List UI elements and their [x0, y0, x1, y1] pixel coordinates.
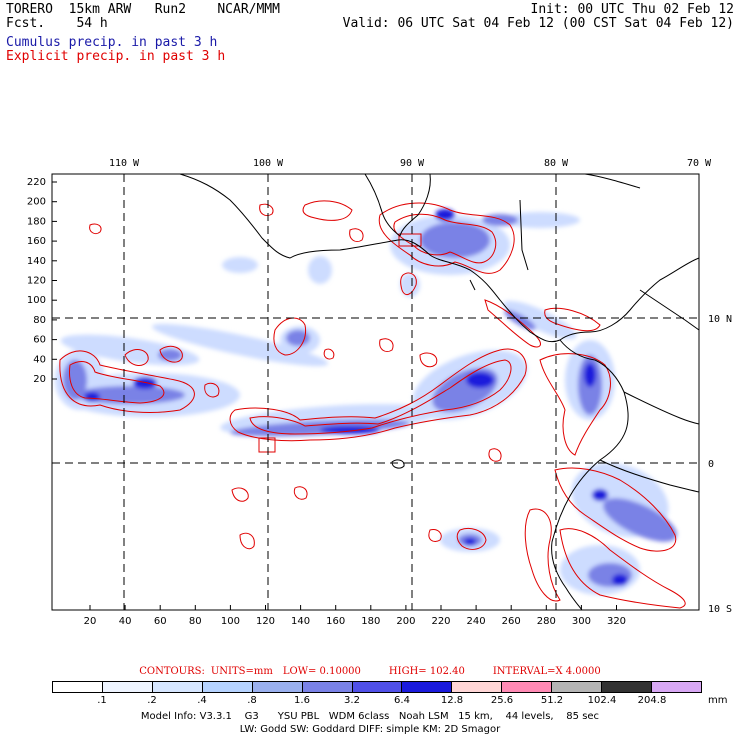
lat-labels: 10 N 0 10 S — [708, 314, 732, 615]
y-grid-label: 20 — [33, 374, 46, 385]
lon-label-70w: 70 W — [687, 158, 712, 169]
y-grid-label: 100 — [27, 295, 46, 306]
colorbar-label: .4 — [197, 695, 207, 706]
colorbar-cell — [152, 682, 203, 692]
header-model-run: TORERO 15km ARW Run2 NCAR/MMM — [6, 3, 280, 17]
legend-cumulus: Cumulus precip. in past 3 h — [6, 35, 218, 50]
legend-explicit: Explicit precip. in past 3 h — [6, 49, 226, 64]
colorbar-label: 12.8 — [440, 695, 464, 706]
x-grid-label: 60 — [154, 616, 167, 627]
valid-time: Valid: 06 UTC Sat 04 Feb 12 (00 CST Sat … — [342, 16, 734, 31]
x-grid-labels: 20 40 60 80 100 120 140 160 180 200 220 240 260 280 30… — [84, 616, 626, 627]
y-grid-label: 160 — [27, 236, 46, 247]
x-grid-label: 220 — [431, 616, 450, 627]
cumulus-precip-field — [55, 209, 677, 595]
y-grid-label: 80 — [33, 315, 46, 326]
colorbar-cell — [502, 682, 553, 692]
lat-lon-grid — [52, 174, 699, 610]
x-grid-label: 40 — [119, 616, 132, 627]
colorbar — [52, 681, 702, 693]
contours-units: UNITS=mm — [210, 666, 273, 677]
x-grid-label: 160 — [326, 616, 345, 627]
x-grid-label: 140 — [291, 616, 310, 627]
x-grid-label: 20 — [84, 616, 97, 627]
colorbar-label: 102.4 — [587, 695, 617, 706]
x-grid-label: 120 — [256, 616, 275, 627]
coastlines — [179, 173, 700, 611]
run-name: Run2 — [154, 2, 187, 17]
lon-label-80w: 80 W — [544, 158, 569, 169]
model-info: Model Info: V3.3.1 G3 YSU PBL WDM 6class… — [140, 711, 600, 722]
x-grid-label: 280 — [537, 616, 556, 627]
x-grid-label: 100 — [221, 616, 240, 627]
x-grid-label: 240 — [467, 616, 486, 627]
lon-labels: 110 W 100 W 90 W 80 W 70 W — [109, 158, 712, 169]
colorbar-label: .8 — [247, 695, 257, 706]
lon-label-110w: 110 W — [109, 158, 140, 169]
colorbar-label: 51.2 — [540, 695, 564, 706]
fcst-label: Fcst. — [6, 16, 46, 31]
axis-ticks — [52, 181, 617, 610]
colorbar-cell — [552, 682, 603, 692]
x-grid-label: 180 — [361, 616, 380, 627]
y-grid-label: 40 — [33, 354, 46, 365]
map-frame — [51, 173, 700, 611]
colorbar-label: 6.4 — [394, 695, 410, 706]
colorbar-cell — [202, 682, 253, 692]
y-grid-label: 120 — [27, 276, 46, 287]
colorbar-cell — [602, 682, 653, 692]
lat-label-0: 0 — [708, 459, 714, 470]
colorbar-cell — [652, 682, 701, 692]
y-grid-label: 200 — [27, 197, 46, 208]
model-name: TORERO 15km ARW — [6, 2, 132, 17]
fcst-hours: 54 h — [76, 16, 108, 31]
y-grid-label: 220 — [27, 177, 46, 188]
colorbar-cell — [452, 682, 503, 692]
colorbar-label: 204.8 — [637, 695, 667, 706]
colorbar-cell — [53, 682, 103, 692]
explicit-precip-contours — [59, 200, 686, 609]
y-grid-labels: 220 200 180 160 140 120 100 80 60 40 20 — [27, 177, 46, 385]
contours-info: CONTOURS: UNITS=mm LOW= 0.10000 HIGH= 102.4… — [0, 666, 740, 677]
lat-label-10s: 10 S — [708, 604, 732, 615]
header-forecast: Fcst. 54 h — [6, 17, 108, 31]
colorbar-label: 25.6 — [490, 695, 514, 706]
colorbar-cell — [352, 682, 403, 692]
colorbar-cell — [402, 682, 453, 692]
contours-label: CONTOURS: — [139, 666, 205, 677]
x-grid-label: 300 — [572, 616, 591, 627]
init-time: Init: 00 UTC Thu 02 Feb 12 — [530, 2, 735, 17]
x-grid-label: 200 — [396, 616, 415, 627]
colorbar-unit: mm — [708, 695, 728, 706]
colorbar-label: .2 — [147, 695, 157, 706]
lon-label-100w: 100 W — [253, 158, 284, 169]
contours-high: HIGH= 102.40 — [388, 666, 465, 677]
y-grid-label: 140 — [27, 256, 46, 267]
colorbar-cell — [102, 682, 153, 692]
lat-label-10n: 10 N — [708, 314, 732, 325]
org-name: NCAR/MMM — [217, 2, 280, 17]
contours-interval: INTERVAL=X 4.0000 — [492, 666, 601, 677]
colorbar-cell — [252, 682, 303, 692]
colorbar-label: 3.2 — [344, 695, 360, 706]
x-grid-label: 80 — [189, 616, 202, 627]
contours-low: LOW= 0.10000 — [282, 666, 361, 677]
x-grid-label: 320 — [607, 616, 626, 627]
colorbar-label: 1.6 — [294, 695, 310, 706]
colorbar-cell — [302, 682, 353, 692]
colorbar-label: .1 — [97, 695, 107, 706]
x-grid-label: 260 — [502, 616, 521, 627]
y-grid-label: 180 — [27, 216, 46, 227]
physics-info: LW: Godd SW: Goddard DIFF: simple KM: 2D… — [239, 724, 501, 735]
y-grid-label: 60 — [33, 335, 46, 346]
lon-label-90w: 90 W — [400, 158, 425, 169]
